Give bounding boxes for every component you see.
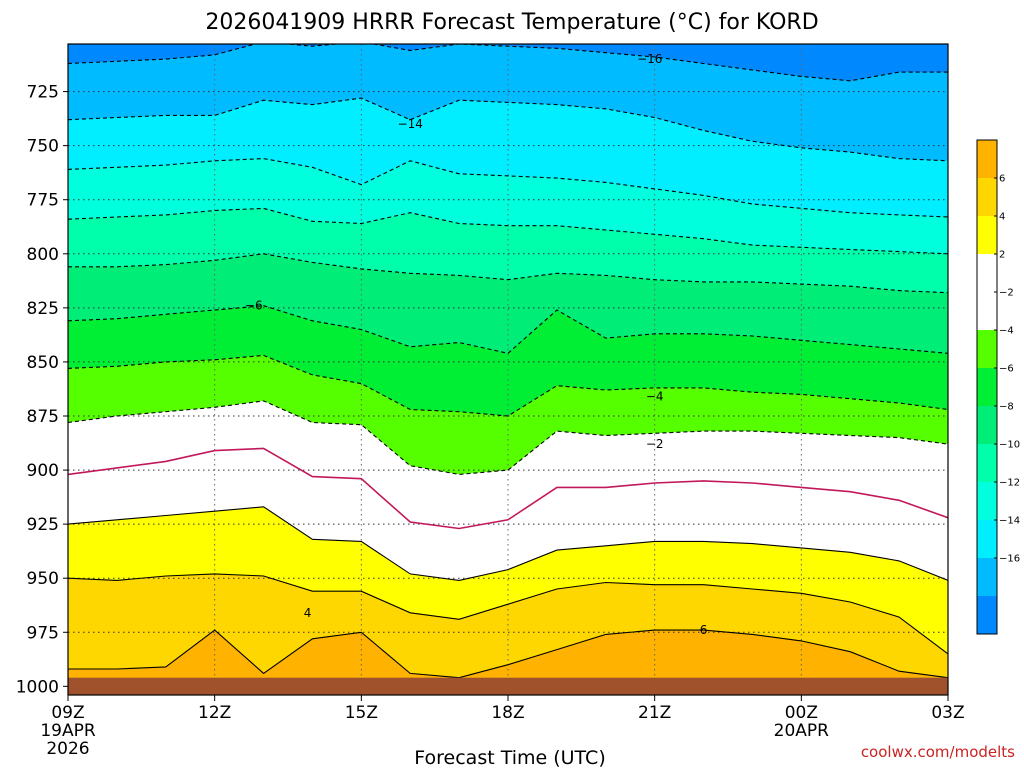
isotherm-2	[68, 506, 948, 581]
isotherm-6	[68, 629, 948, 679]
colorbar-label: −8	[999, 402, 1014, 413]
y-tick-label: 800	[27, 245, 59, 265]
colorbar-swatch	[977, 292, 997, 330]
x-tick-label: 09Z	[51, 703, 84, 723]
y-axis: 725 750 775 800 825 850 875 900 925 950 975 1000	[16, 83, 68, 697]
colorbar-swatch	[977, 330, 997, 368]
y-tick-label: 750	[27, 137, 59, 157]
colorbar-swatch	[977, 596, 997, 634]
credit-link[interactable]: coolwx.com/modelts	[861, 743, 1015, 761]
colorbar-label: −2	[999, 288, 1014, 299]
isotherm-4	[68, 573, 948, 655]
plot-area: −16 −14 −6 −4 −2 4 6	[67, 43, 949, 696]
isotherm--12	[68, 158, 948, 218]
colorbar-swatch	[977, 140, 997, 178]
chart-title: 2026041909 HRRR Forecast Temperature (°C…	[205, 10, 818, 35]
y-tick-label: 900	[27, 461, 59, 481]
colorbar-swatch	[977, 216, 997, 254]
y-tick-label: 1000	[16, 677, 59, 697]
x-tick-label: 18Z	[491, 703, 524, 723]
colorbar-swatch	[977, 254, 997, 292]
contour-lines	[68, 44, 948, 679]
contour-label: −14	[398, 117, 423, 131]
y-tick-label: 775	[27, 191, 59, 211]
colorbar-label: 2	[999, 250, 1005, 261]
y-tick-label: 725	[27, 83, 59, 103]
y-tick-label: 825	[27, 299, 59, 319]
colorbar-swatch	[977, 444, 997, 482]
colorbar-swatch	[977, 482, 997, 520]
colorbar-label: −4	[999, 326, 1014, 337]
ground-surface	[68, 677, 948, 695]
colorbar-label: −16	[999, 554, 1020, 565]
isotherm--8	[68, 253, 948, 294]
x-tick-label: 15Z	[345, 703, 378, 723]
colorbar-swatch	[977, 406, 997, 444]
y-tick-label: 950	[27, 569, 59, 589]
colorbar: 6 4 2 −2 −4 −6 −8 −10 −12 −14 −16	[976, 139, 1020, 635]
colorbar-label: −14	[999, 516, 1020, 527]
x-tick-year: 2026	[46, 739, 89, 759]
contour-label: 4	[304, 606, 312, 620]
x-tick-label: 12Z	[198, 703, 231, 723]
colorbar-label: −6	[999, 364, 1014, 375]
isotherm-0	[68, 447, 948, 530]
x-tick-date: 19APR	[40, 721, 96, 741]
colorbar-label: −10	[999, 440, 1020, 451]
y-tick-label: 875	[27, 407, 59, 427]
colorbar-label: 6	[999, 174, 1005, 185]
x-tick-label: 21Z	[638, 703, 671, 723]
contour-label: 6	[700, 623, 708, 637]
colorbar-swatch	[977, 558, 997, 596]
y-tick-label: 850	[27, 353, 59, 373]
colorbar-swatch	[977, 178, 997, 216]
colorbar-swatch	[977, 520, 997, 558]
contour-label: −6	[245, 299, 263, 313]
isotherm--2	[68, 400, 948, 475]
fill-layer	[68, 44, 948, 695]
colorbar-label: 4	[999, 212, 1005, 223]
contour-label: −4	[646, 390, 664, 404]
isotherm--4	[68, 354, 948, 417]
isotherm--14	[68, 97, 948, 162]
y-tick-label: 925	[27, 515, 59, 535]
isotherm--10	[68, 207, 948, 255]
isotherm--16	[68, 44, 948, 82]
x-tick-date: 20APR	[774, 721, 830, 741]
contour-label: −16	[637, 52, 662, 66]
contour-label: −2	[646, 437, 664, 451]
colorbar-frame	[976, 139, 998, 635]
x-tick-label: 03Z	[931, 703, 964, 723]
colorbar-label: −12	[999, 478, 1020, 489]
x-tick-label: 00Z	[785, 703, 818, 723]
isotherm--6	[68, 305, 948, 354]
colorbar-swatch	[977, 368, 997, 406]
x-axis-label: Forecast Time (UTC)	[414, 747, 605, 768]
y-tick-label: 975	[27, 623, 59, 643]
